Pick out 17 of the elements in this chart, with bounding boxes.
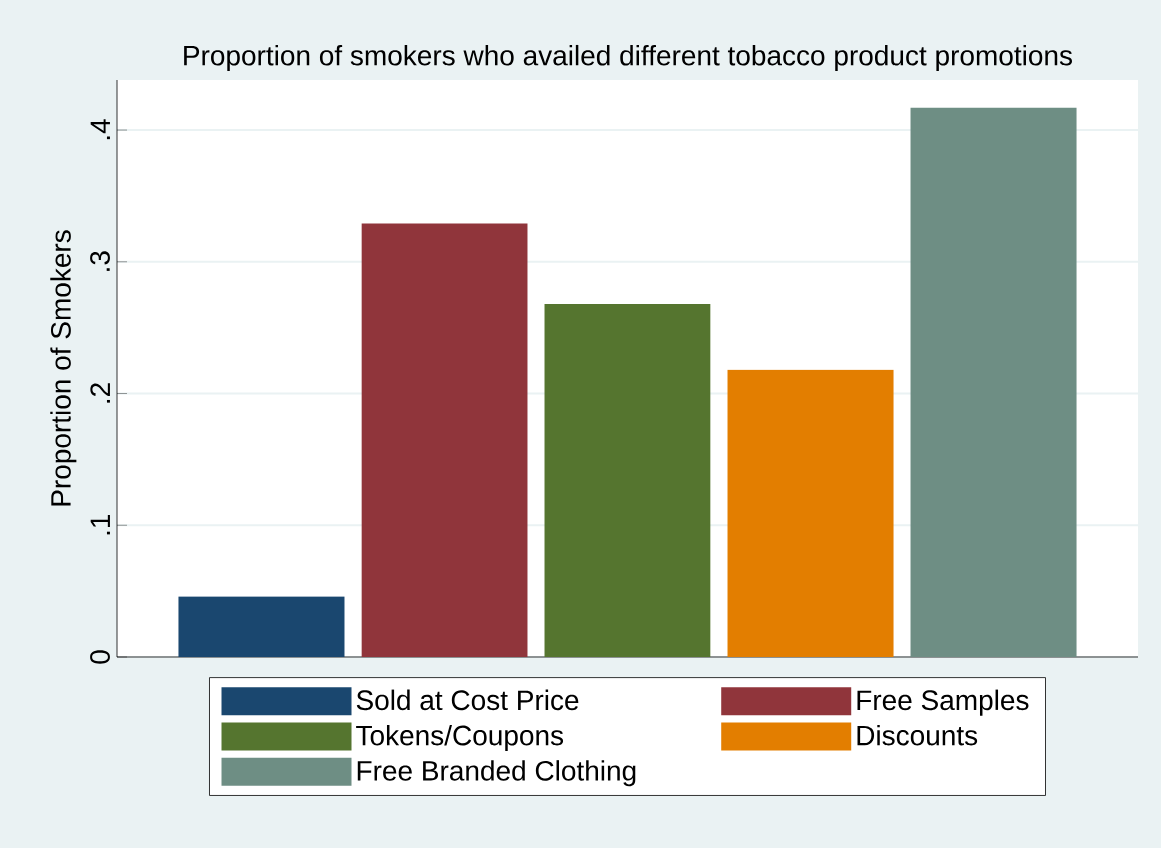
y-tick-label: 0	[90, 650, 110, 664]
bar	[544, 303, 711, 657]
legend-label: Free Branded Clothing	[357, 760, 636, 787]
y-axis-title: Proportion of Smokers	[50, 230, 77, 506]
y-tick-label: .1	[90, 514, 110, 535]
bar	[727, 369, 894, 657]
chart-title: Proportion of smokers who availed different tobacco product promotions	[184, 44, 1072, 72]
bar	[178, 596, 345, 657]
bar	[361, 223, 528, 657]
y-tick-label: .3	[90, 251, 110, 271]
legend-label: Tokens/Coupons	[356, 724, 564, 751]
y-tick-label: .2	[90, 383, 110, 403]
y-tick-label: .4	[90, 119, 110, 140]
legend-label: Free Samples	[857, 689, 1029, 716]
legend-label: Sold at Cost Price	[356, 689, 579, 711]
bar	[910, 107, 1077, 657]
legend-label: Discounts	[857, 724, 978, 746]
